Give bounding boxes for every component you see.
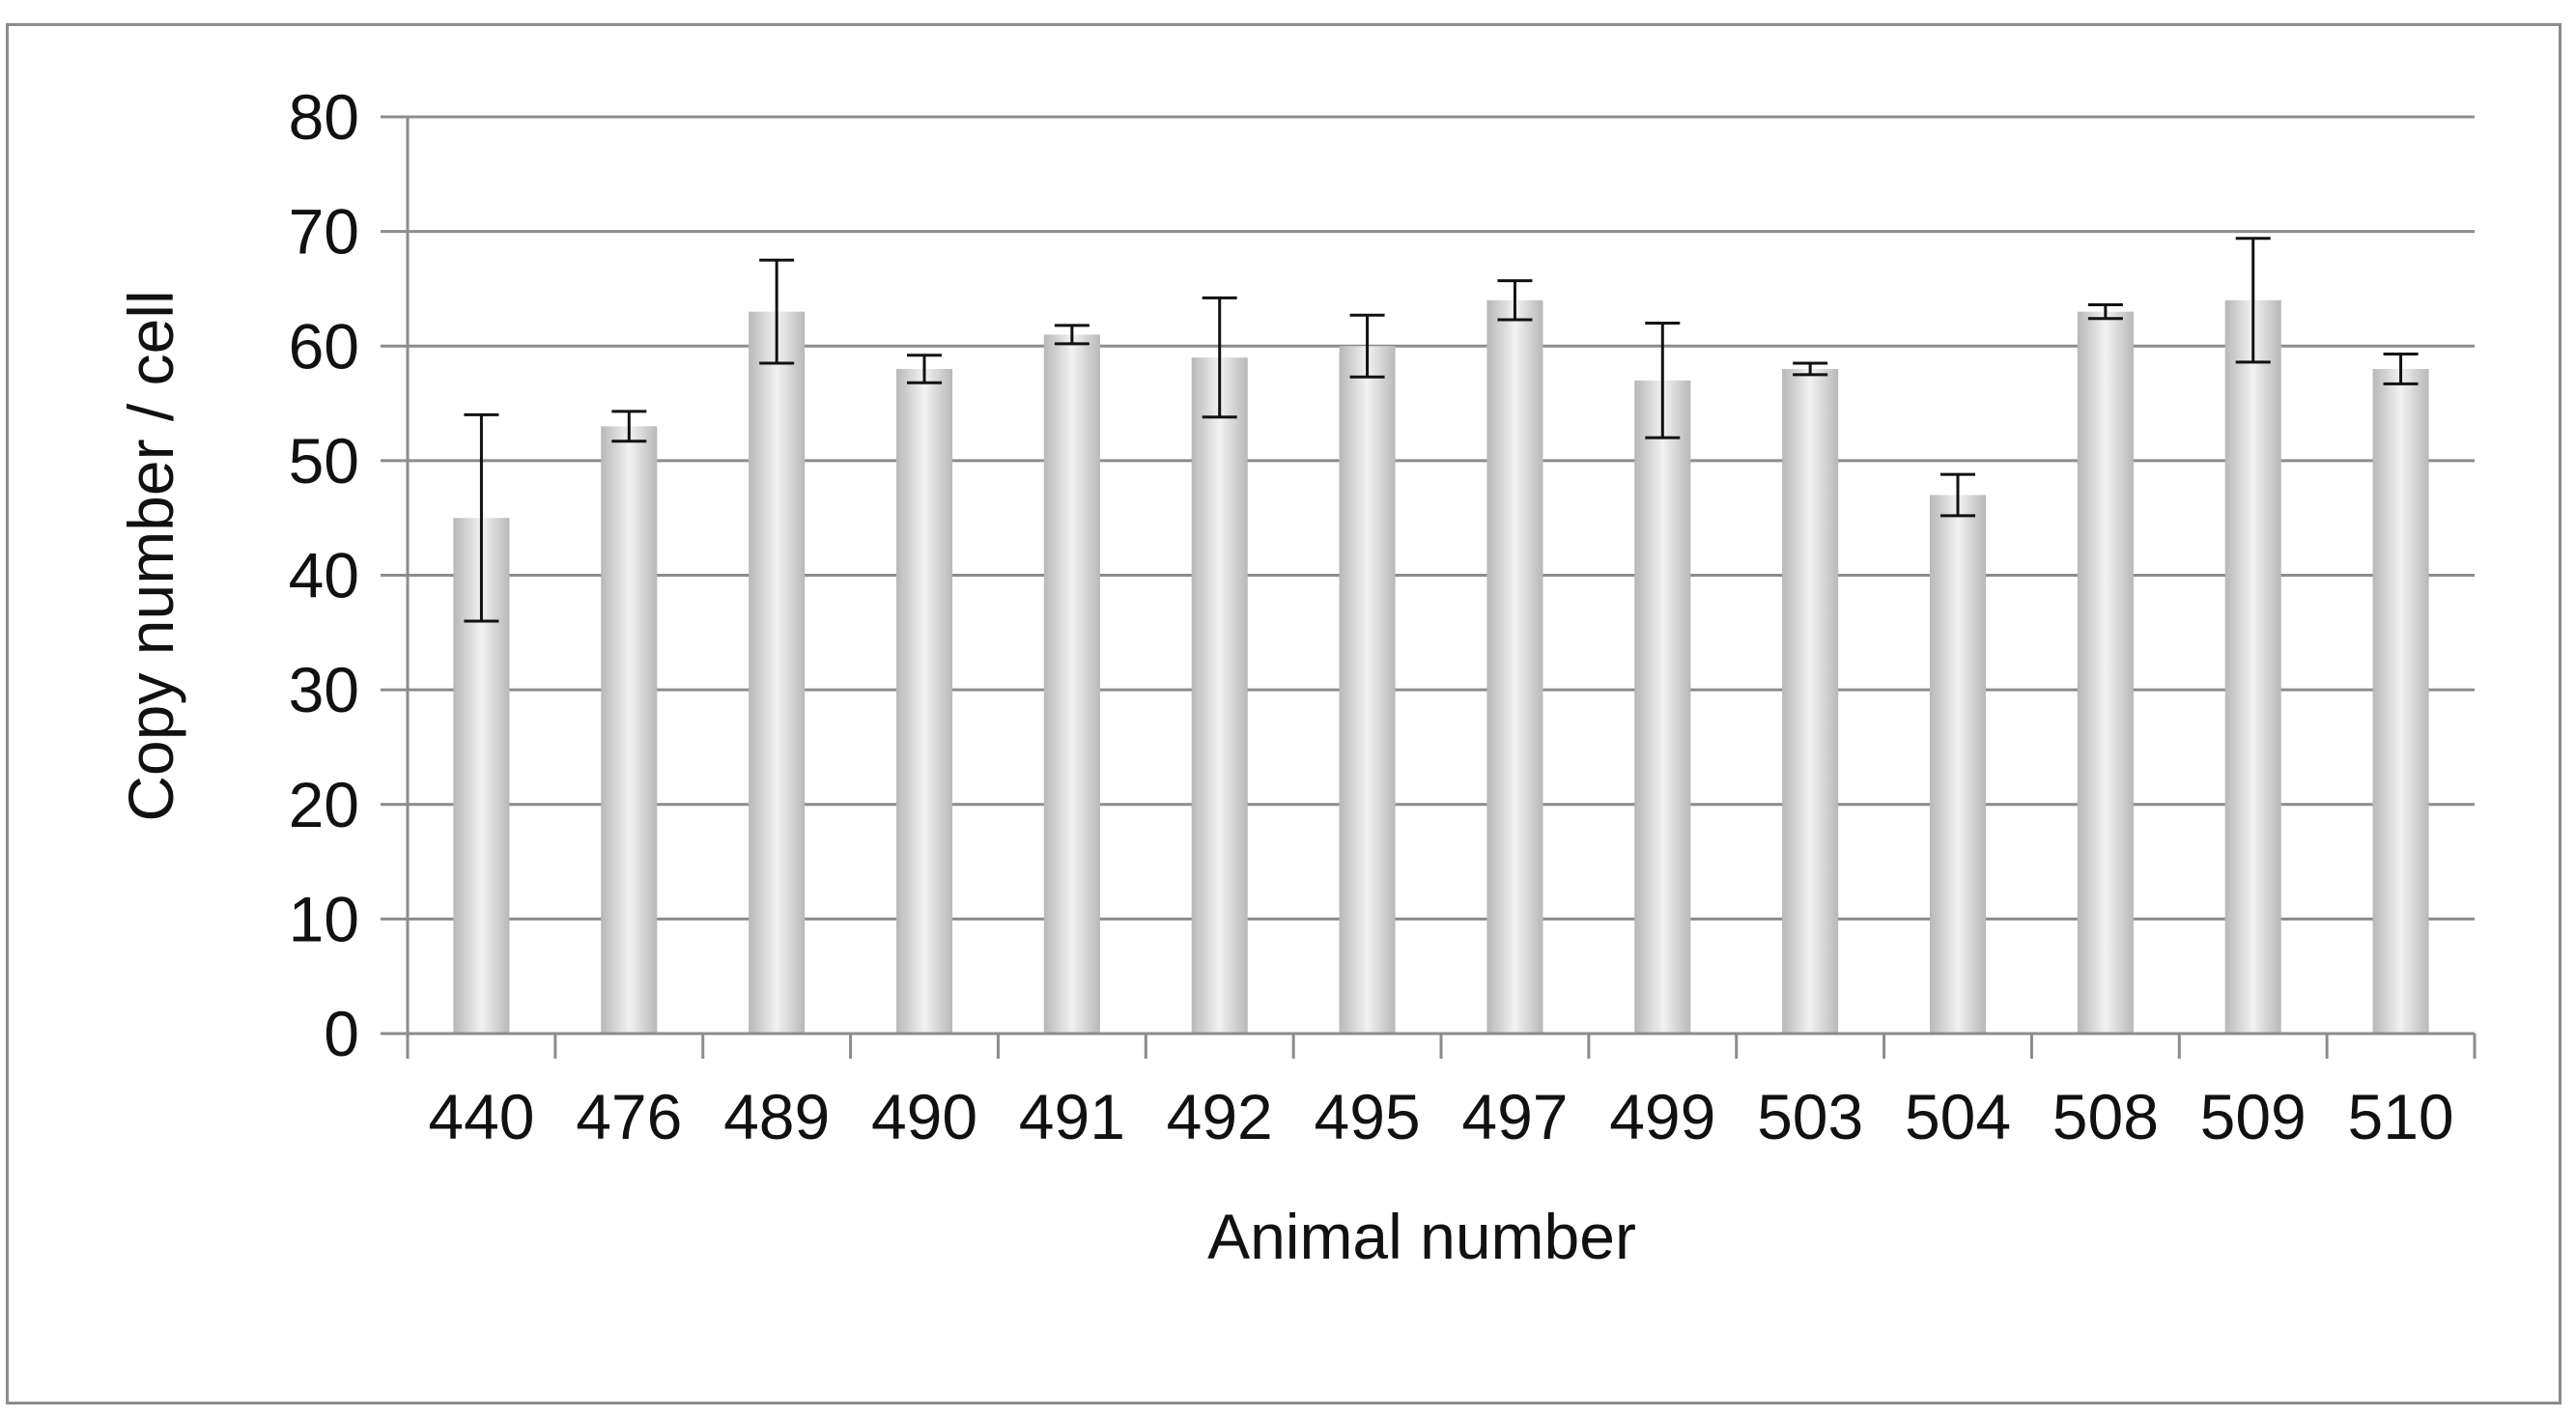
x-tick-label-510: 510 (2348, 1081, 2454, 1152)
y-tick-label-70: 70 (289, 196, 359, 268)
bar-504 (1929, 495, 1987, 1034)
x-tick-label-476: 476 (576, 1081, 682, 1152)
x-tick-label-440: 440 (428, 1081, 534, 1152)
y-tick-label-30: 30 (289, 654, 359, 725)
axes (381, 115, 2477, 1059)
x-tick-label-492: 492 (1167, 1081, 1273, 1152)
y-tick-label-40: 40 (289, 540, 359, 611)
x-tick-label-499: 499 (1609, 1081, 1715, 1152)
bar-490 (895, 368, 953, 1035)
bar-499 (1634, 380, 1691, 1034)
error-bars (464, 237, 2419, 623)
x-tick-label-503: 503 (1757, 1081, 1863, 1152)
chart-frame: 0 10 20 30 40 50 60 70 80 440 476 489 490 491 492 495 4… (6, 23, 2562, 1405)
x-axis-title: Animal number (1207, 1201, 1636, 1272)
x-tick-label-504: 504 (1905, 1081, 2011, 1152)
x-tick-label-508: 508 (2052, 1081, 2159, 1152)
y-axis-title: Copy number / cell (115, 290, 186, 821)
bar-510 (2372, 368, 2429, 1035)
bars (453, 299, 2429, 1035)
bar-503 (1782, 368, 1839, 1035)
bar-509 (2224, 299, 2281, 1034)
x-tick-labels: 440 476 489 490 491 492 495 497 499 503 504 508 509 5… (428, 1081, 2453, 1152)
bar-497 (1486, 299, 1543, 1034)
x-tick-label-490: 490 (871, 1081, 977, 1152)
y-tick-label-10: 10 (289, 883, 359, 954)
y-tick-labels: 0 10 20 30 40 50 60 70 80 (289, 81, 359, 1069)
gridlines (408, 115, 2475, 921)
x-tick-label-509: 509 (2200, 1081, 2307, 1152)
x-tick-label-495: 495 (1315, 1081, 1421, 1152)
y-tick-label-50: 50 (289, 425, 359, 497)
x-tick-label-491: 491 (1019, 1081, 1125, 1152)
y-tick-label-60: 60 (289, 310, 359, 382)
y-tick-label-80: 80 (289, 81, 359, 153)
bar-492 (1191, 357, 1248, 1034)
y-tick-label-0: 0 (324, 998, 359, 1069)
bar-489 (749, 311, 806, 1035)
bar-508 (2077, 311, 2134, 1035)
x-tick-label-497: 497 (1461, 1081, 1568, 1152)
bar-495 (1339, 346, 1396, 1034)
bar-491 (1043, 334, 1100, 1034)
bar-476 (601, 426, 658, 1035)
y-tick-label-20: 20 (289, 769, 359, 840)
x-tick-label-489: 489 (723, 1081, 830, 1152)
